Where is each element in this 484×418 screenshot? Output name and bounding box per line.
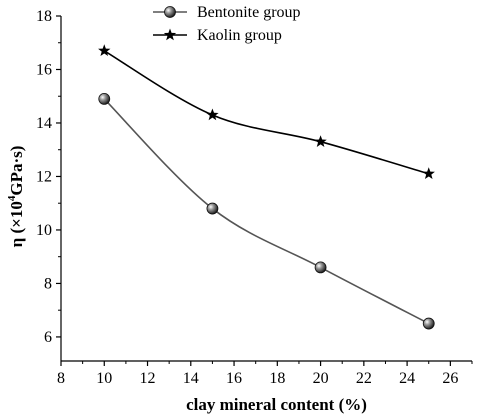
y-tick-label: 14 — [36, 115, 52, 132]
legend-item: Bentonite group — [153, 4, 301, 21]
x-tick-label: 14 — [183, 370, 199, 387]
data-point — [98, 93, 111, 105]
y-axis-unit: GPa·s) — [7, 146, 26, 196]
data-point — [314, 135, 327, 147]
axes: 8 10 12 14 16 18 20 22 24 26 6 8 10 12 14 16 18 — [36, 8, 473, 387]
y-tick-label: 10 — [36, 222, 52, 239]
y-axis-symbol: η — [7, 238, 26, 248]
data-point — [422, 167, 435, 180]
x-tick-label: 24 — [399, 370, 415, 387]
series-line — [103, 98, 430, 325]
x-tick-label: 12 — [140, 370, 156, 387]
y-tick-label: 12 — [36, 168, 52, 185]
y-axis-title: η (×104GPa·s) — [6, 146, 26, 248]
data-point — [98, 44, 111, 57]
y-tick-label: 16 — [36, 61, 52, 78]
series-bentonite-group — [98, 93, 435, 330]
y-axis-exponent: 4 — [6, 195, 18, 201]
y-tick-label: 18 — [36, 8, 52, 25]
x-tick-label: 8 — [57, 370, 65, 387]
y-axis-open: (×10 — [7, 201, 26, 238]
data-point — [314, 261, 327, 274]
data-point — [206, 202, 219, 215]
data-point — [206, 108, 219, 121]
series-kaolin-group — [98, 44, 435, 180]
x-tick-label: 18 — [269, 370, 285, 387]
legend-label: Bentonite group — [197, 4, 301, 21]
x-tick-label: 26 — [442, 370, 458, 387]
legend: Bentonite group Kaolin group — [153, 4, 301, 44]
legend-label: Kaolin group — [197, 27, 282, 44]
x-axis-title: clay mineral content (%) — [186, 395, 367, 414]
x-tick-label: 22 — [356, 370, 372, 387]
x-tick-label: 10 — [96, 370, 112, 387]
x-tick-label: 20 — [313, 370, 329, 387]
plot-series — [98, 44, 435, 330]
legend-marker — [164, 6, 176, 18]
legend-marker — [163, 28, 177, 41]
data-point — [422, 317, 435, 330]
y-tick-label: 6 — [44, 329, 52, 346]
series-line — [103, 50, 429, 175]
legend-item: Kaolin group — [153, 27, 282, 44]
x-tick-label: 16 — [226, 370, 242, 387]
y-tick-label: 8 — [44, 275, 52, 292]
